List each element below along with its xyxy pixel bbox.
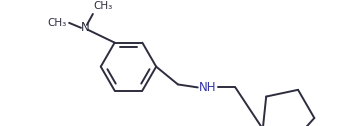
Text: CH₃: CH₃ bbox=[48, 18, 67, 28]
Text: CH₃: CH₃ bbox=[93, 1, 112, 11]
Text: N: N bbox=[81, 21, 89, 34]
Text: NH: NH bbox=[199, 81, 217, 94]
